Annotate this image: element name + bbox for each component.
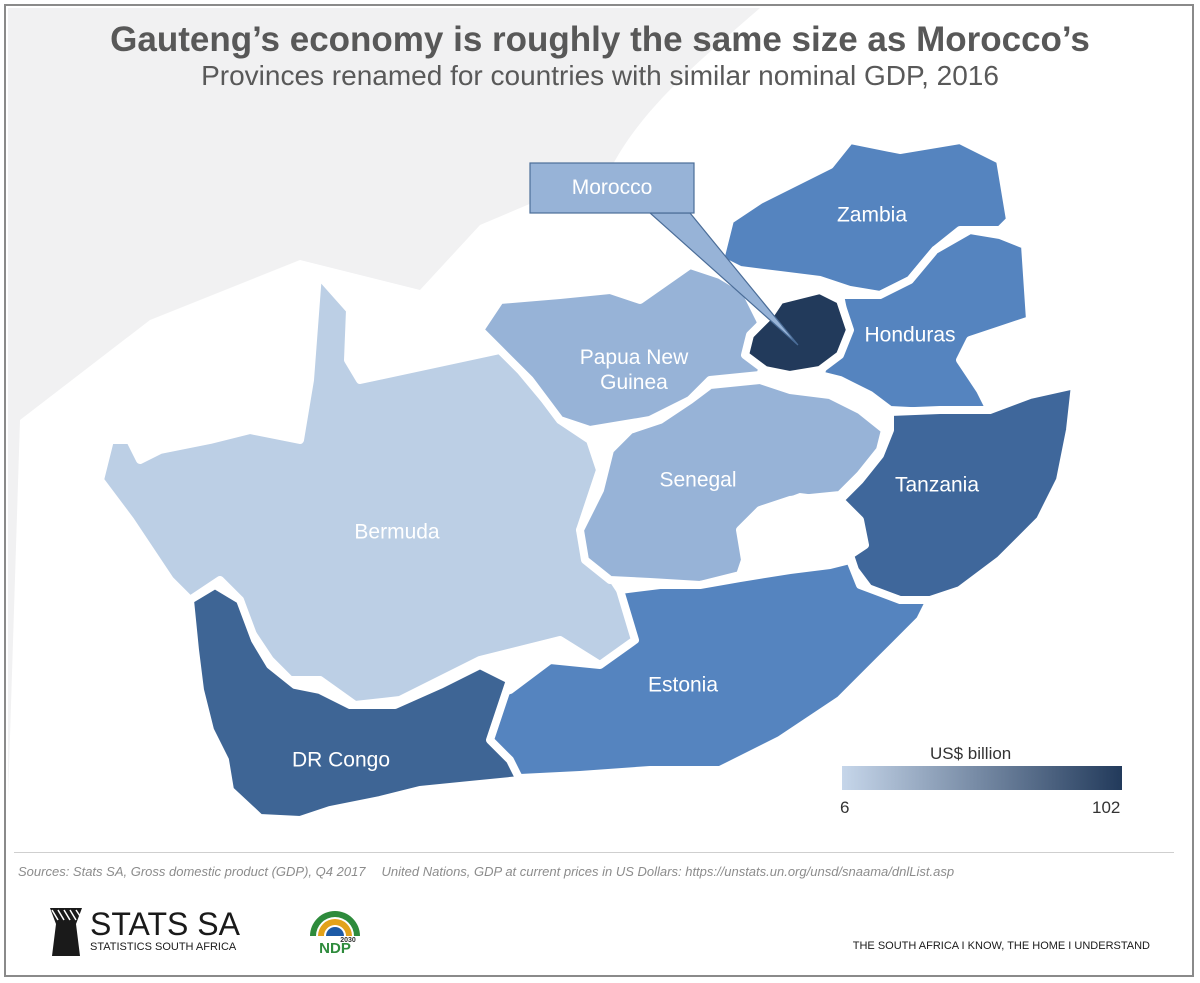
legend-min-value: 6: [840, 798, 850, 817]
province-senegal[interactable]: [576, 376, 889, 589]
province-dr-congo[interactable]: [186, 581, 524, 824]
label-senegal: Senegal: [659, 468, 737, 492]
tagline: THE SOUTH AFRICA I KNOW, THE HOME I UNDE…: [852, 940, 1150, 952]
label-bermuda: Bermuda: [354, 520, 440, 544]
sources-note: Sources: Stats SA, Gross domestic produc…: [18, 864, 954, 879]
ndp-year: 2030: [340, 937, 356, 944]
footer-divider: [14, 852, 1174, 853]
label-papua-new-guinea: Papua New Guinea: [580, 345, 689, 395]
ndp-text: NDP: [319, 940, 351, 957]
background-arc: [8, 8, 760, 800]
label-estonia: Estonia: [647, 673, 719, 697]
page-subtitle: Provinces renamed for countries with sim…: [201, 60, 999, 91]
label-dr-congo: DR Congo: [291, 748, 391, 772]
province-papua-new-guinea[interactable]: [476, 261, 774, 434]
province-morocco[interactable]: [741, 286, 854, 379]
callout-label: Morocco: [571, 176, 653, 199]
source-un: United Nations, GDP at current prices in…: [381, 864, 955, 879]
label-papua-new-guinea-line2: Guinea: [600, 371, 668, 394]
callout-box: [529, 162, 695, 214]
stats-sa-logo-icon: [50, 908, 82, 956]
org-name: STATS SA: [90, 906, 240, 942]
org-full-name: STATISTICS SOUTH AFRICA: [90, 941, 237, 953]
page-title: Gauteng’s economy is roughly the same si…: [110, 20, 1090, 59]
label-zambia: Zambia: [836, 203, 908, 227]
source-stats-sa: Sources: Stats SA, Gross domestic produc…: [18, 864, 366, 879]
label-papua-new-guinea-line1: Papua New: [579, 345, 689, 369]
label-tanzania: Tanzania: [894, 473, 980, 497]
legend-title: US$ billion: [930, 744, 1012, 763]
ndp-logo-icon: NDP 2030: [305, 907, 365, 967]
label-honduras: Honduras: [864, 323, 956, 347]
legend-gradient: [842, 766, 1122, 790]
legend-max-value: 102: [1092, 798, 1121, 817]
